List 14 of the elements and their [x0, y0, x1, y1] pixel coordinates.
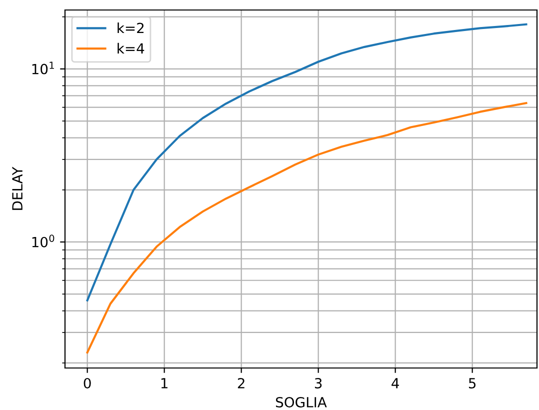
x-tick-label: 3 — [314, 378, 322, 388]
x-tick-label: 5 — [468, 378, 476, 388]
y-tick-label: 10$^{1}$ — [32, 62, 54, 74]
y-axis-title: DELAY — [12, 166, 22, 210]
line-series — [86, 23, 528, 302]
y-tick-label: 10$^{0}$ — [32, 234, 54, 248]
legend-label: k=4 — [118, 42, 144, 54]
legend-label: k=2 — [118, 22, 144, 34]
x-tick-label: 0 — [84, 378, 91, 388]
x-tick-label: 1 — [161, 378, 168, 388]
x-axis-title: SOGLIA — [276, 396, 327, 408]
line-series — [86, 102, 528, 354]
x-tick-label: 2 — [238, 378, 244, 388]
x-tick-label: 4 — [392, 378, 399, 388]
